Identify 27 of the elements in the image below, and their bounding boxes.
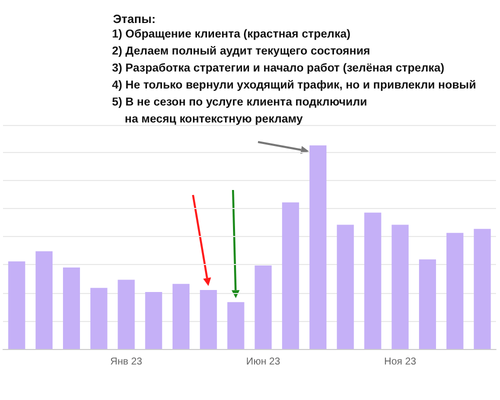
x-tick-label: Янв 23 (110, 356, 143, 368)
x-tick-label: Июн 23 (246, 356, 281, 368)
bar (364, 212, 382, 349)
bar (118, 280, 135, 349)
x-tick-label: Ноя 23 (384, 356, 417, 368)
bar (254, 266, 272, 349)
text: 2) Делаем полный аудит текущего состояния (112, 46, 370, 58)
text: 3) Разработка стратегии и начало работ (зелёная стрелка) (112, 62, 445, 74)
bar (36, 251, 53, 349)
bar (474, 228, 491, 349)
bar (200, 290, 217, 349)
bar (392, 224, 409, 349)
text: 4) Не только вернули уходящий трафик, но и привлекли новый (112, 80, 476, 92)
bar (227, 302, 244, 349)
bar (419, 259, 436, 349)
bar (336, 224, 354, 349)
text: 5) В не сезон по услуге клиента подключили на месяц контекстную рекламу (112, 96, 368, 126)
bar (446, 232, 464, 349)
bar (62, 268, 80, 349)
bar (172, 284, 190, 349)
bar (309, 145, 326, 349)
bar (8, 261, 26, 349)
bar (282, 202, 300, 349)
bar (90, 288, 108, 349)
chart-title: Этапы: (113, 12, 156, 26)
text: 1) Обращение клиента (крастная стрелка) (112, 28, 351, 40)
bar (145, 292, 162, 349)
